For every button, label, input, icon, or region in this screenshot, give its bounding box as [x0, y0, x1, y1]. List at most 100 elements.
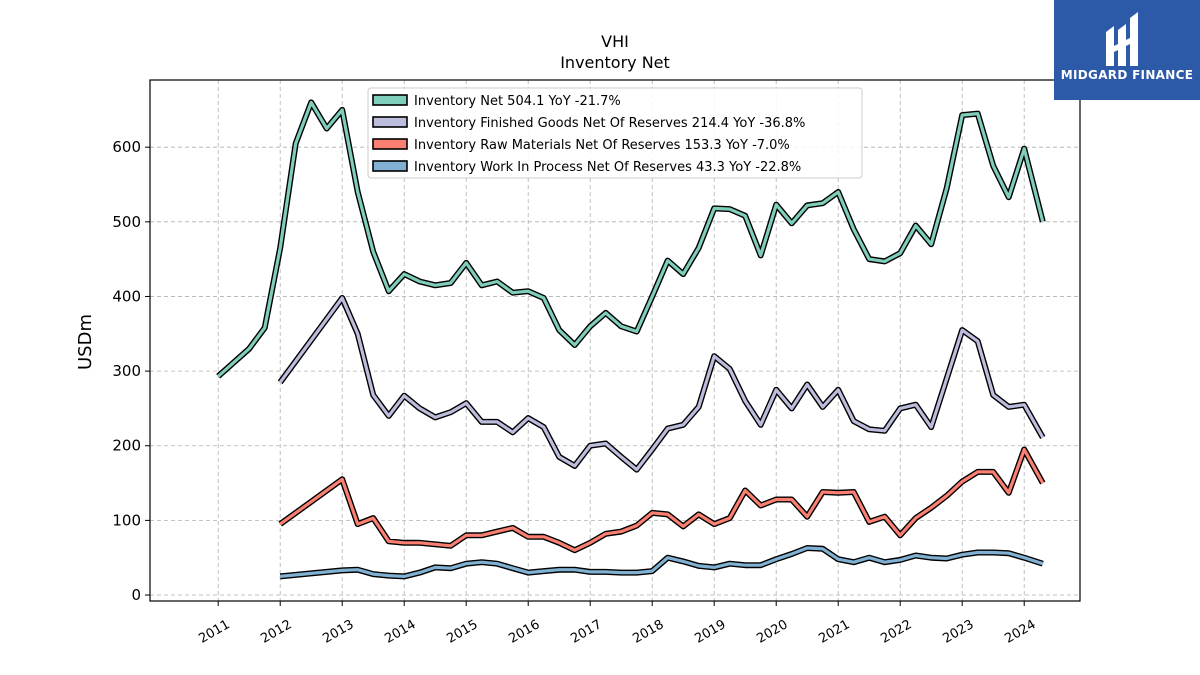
data-point — [620, 325, 622, 327]
data-point — [837, 558, 839, 560]
data-point — [496, 531, 498, 533]
data-point — [1042, 482, 1044, 484]
data-point — [574, 344, 576, 346]
data-point — [837, 389, 839, 391]
data-point — [341, 478, 343, 480]
data-point — [481, 284, 483, 286]
data-point — [806, 204, 808, 206]
data-point — [729, 368, 731, 370]
data-point — [651, 570, 653, 572]
data-point — [620, 572, 622, 574]
x-tick-label: 2013 — [320, 617, 356, 647]
data-point — [403, 575, 405, 578]
data-point — [899, 407, 901, 409]
data-point — [853, 561, 855, 563]
data-point — [729, 208, 731, 210]
data-point — [558, 542, 560, 544]
data-point — [372, 251, 374, 253]
y-axis-label: USDm — [75, 314, 96, 370]
data-point — [713, 566, 715, 569]
data-point — [961, 329, 963, 331]
data-point — [822, 406, 824, 408]
data-point — [698, 247, 700, 249]
data-point — [419, 542, 421, 544]
legend-swatch — [372, 94, 408, 106]
data-point — [713, 523, 715, 525]
data-point — [558, 456, 560, 458]
data-point — [884, 430, 886, 432]
data-point — [930, 507, 932, 509]
data-point — [729, 517, 731, 519]
data-point — [667, 260, 669, 262]
data-point — [1008, 552, 1010, 554]
data-point — [992, 551, 994, 554]
data-point — [450, 411, 452, 413]
data-point — [450, 567, 452, 569]
data-point — [481, 421, 483, 423]
data-point — [930, 426, 932, 428]
y-tick-label: 600 — [112, 138, 141, 156]
series-lines — [216, 99, 1046, 580]
data-point — [465, 563, 467, 565]
y-tick-label: 400 — [112, 287, 141, 305]
y-tick-label: 100 — [112, 511, 141, 529]
data-point — [760, 424, 762, 426]
data-point — [713, 207, 715, 209]
legend-swatch — [372, 116, 408, 128]
data-point — [527, 536, 529, 538]
data-point — [822, 202, 824, 204]
data-point — [496, 421, 498, 423]
series-2 — [277, 295, 1046, 473]
data-point — [295, 142, 297, 144]
data-point — [946, 187, 948, 189]
logo-mark-icon — [1106, 12, 1138, 66]
x-tick-label: 2011 — [196, 617, 232, 647]
data-point — [589, 445, 591, 447]
x-tick-label: 2019 — [692, 617, 728, 647]
data-point — [574, 465, 576, 467]
data-point — [915, 225, 917, 227]
data-point — [279, 381, 281, 383]
data-point — [1023, 148, 1025, 150]
data-point — [279, 523, 281, 525]
data-point — [496, 563, 498, 565]
data-point — [977, 113, 979, 115]
brand-logo: MIDGARD FINANCE — [1054, 0, 1200, 100]
data-point — [682, 273, 684, 275]
series-4 — [279, 545, 1044, 580]
data-point — [667, 513, 669, 516]
series-line — [279, 447, 1045, 552]
data-point — [698, 406, 700, 408]
data-point — [977, 551, 979, 554]
data-point — [729, 563, 731, 565]
data-point — [434, 566, 436, 569]
data-point — [589, 325, 591, 327]
data-point — [419, 572, 421, 574]
data-point — [1023, 404, 1025, 406]
data-point — [651, 512, 653, 514]
data-point — [450, 545, 452, 547]
data-point — [543, 570, 545, 572]
data-point — [853, 420, 855, 422]
data-point — [667, 428, 669, 430]
data-point — [388, 540, 390, 542]
data-point — [605, 312, 607, 314]
x-tick-label: 2018 — [630, 617, 666, 647]
data-point — [372, 573, 374, 575]
data-point — [388, 415, 390, 417]
series-1 — [216, 99, 1046, 379]
data-point — [791, 407, 793, 409]
chart-title: VHI — [601, 32, 629, 51]
data-point — [713, 355, 715, 357]
data-point — [434, 284, 436, 286]
data-point — [279, 575, 281, 578]
data-point — [744, 489, 746, 492]
y-axis-ticks: 0 100 200 300 400 500 600 — [112, 138, 150, 604]
data-point — [667, 557, 669, 559]
data-point — [527, 417, 529, 419]
data-point — [837, 492, 839, 494]
data-point — [868, 557, 870, 559]
data-point — [527, 572, 529, 574]
data-point — [775, 558, 777, 560]
data-point — [899, 534, 901, 536]
